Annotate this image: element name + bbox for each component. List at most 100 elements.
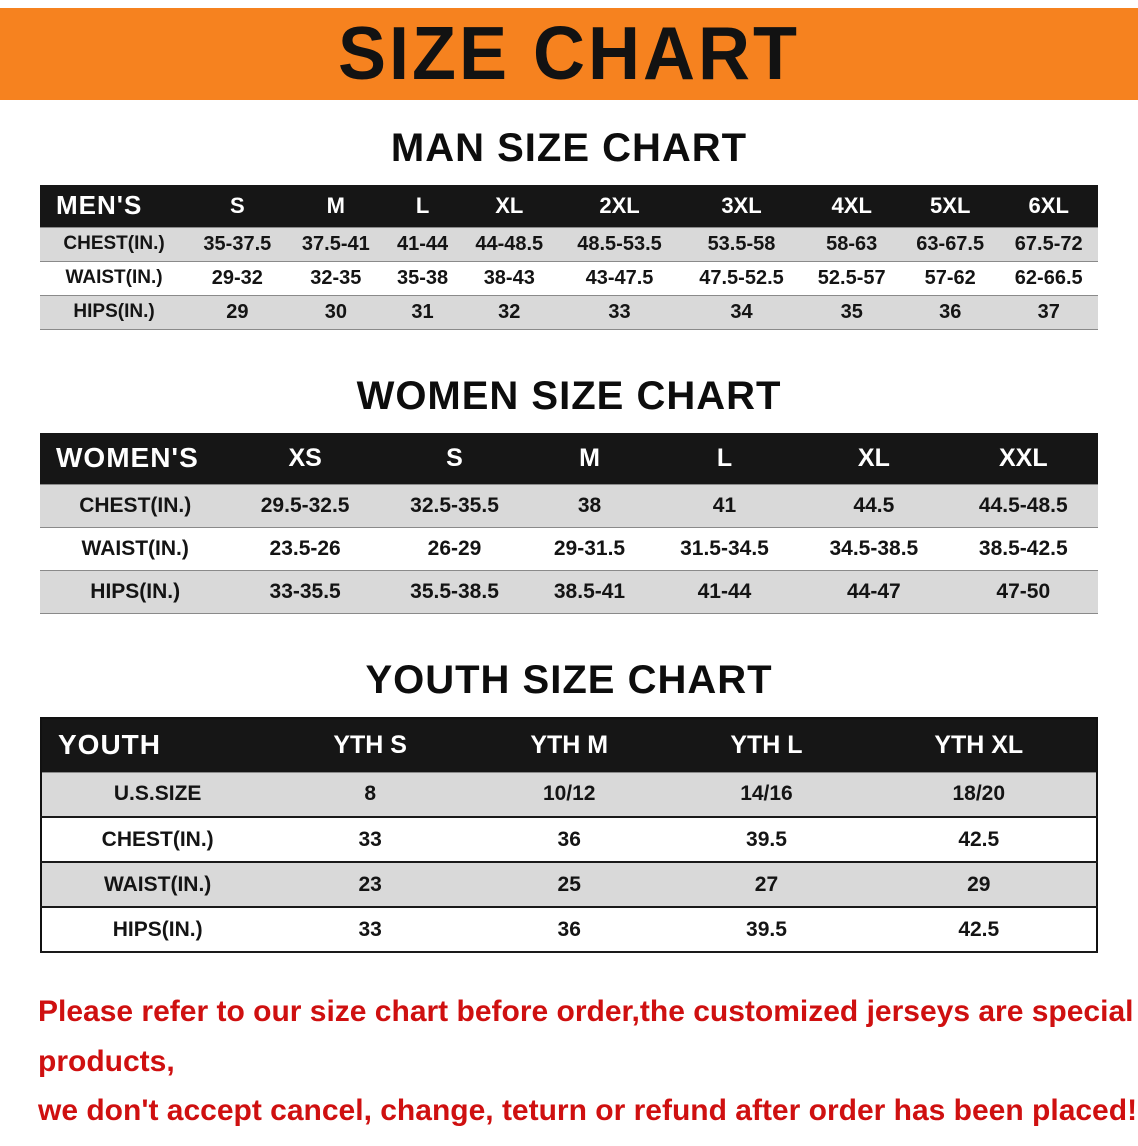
table-cell: 33-35.5 (269, 580, 341, 603)
table-cell: 41-44 (697, 580, 752, 603)
men-size-section: MAN SIZE CHART MEN'S S M L XL 2XL 3XL 4XL 5XL 6XL… (0, 126, 1138, 330)
table-cell: 29 (226, 300, 249, 323)
table-row: CHEST(IN.) 29.5-32.5 32.5-35.5 38 41 44.5 44.5… (40, 484, 1098, 528)
table-row: CHEST(IN.) 33 36 39.5 42.5 (41, 817, 1097, 862)
table-cell: 27 (754, 872, 779, 896)
table-cell: 47-50 (996, 580, 1051, 603)
table-corner-label: YOUTH (41, 718, 274, 772)
table-cell: 44-47 (847, 580, 901, 603)
table-row: WAIST(IN.) 23 25 27 29 (41, 862, 1097, 907)
table-header-row: MEN'S S M L XL 2XL 3XL 4XL 5XL 6XL (40, 185, 1098, 227)
table-cell: 33 (358, 827, 382, 851)
table-cell: 37 (1037, 300, 1060, 323)
table-cell: 36 (939, 300, 962, 323)
table-cell: 38.5-42.5 (978, 537, 1068, 560)
table-cell: 58-63 (826, 232, 878, 255)
table-row: WAIST(IN.) 29-32 32-35 35-38 38-43 43-47.5 47.… (40, 261, 1098, 295)
men-section-heading: MAN SIZE CHART (390, 126, 748, 170)
row-label: WAIST(IN.) (103, 872, 212, 896)
table-cell: 29.5-32.5 (260, 494, 350, 517)
table-cell: 33 (608, 300, 631, 323)
table-corner-label: MEN'S (40, 185, 189, 227)
table-cell: 32-35 (310, 266, 362, 289)
table-cell: 18/20 (952, 782, 1006, 806)
table-cell: 10/12 (542, 782, 596, 806)
size-column-header: S (379, 432, 530, 485)
table-cell: 32 (498, 300, 521, 323)
table-cell: 29-32 (211, 266, 263, 289)
table-row: CHEST(IN.) 35-37.5 37.5-41 41-44 44-48.5 48.5… (40, 227, 1098, 261)
table-cell: 41-44 (396, 232, 449, 255)
size-column-header: L (385, 185, 461, 227)
row-label: HIPS(IN.) (112, 917, 203, 941)
note-line-2: we don't accept cancel, change, teturn o… (38, 1094, 1138, 1127)
size-column-header: YTH L (671, 718, 862, 772)
table-cell: 29-31.5 (553, 537, 626, 560)
table-row: HIPS(IN.) 33-35.5 35.5-38.5 38.5-41 41-44 44-… (40, 570, 1098, 614)
size-column-header: L (649, 432, 800, 485)
table-cell: 39.5 (746, 827, 787, 851)
table-cell: 35.5-38.5 (410, 580, 499, 603)
size-column-header: XL (799, 432, 949, 485)
footer-note: Please refer to our size chart before or… (38, 987, 1138, 1136)
size-column-header: 3XL (680, 185, 803, 227)
table-cell: 62-66.5 (1014, 266, 1083, 289)
table-cell: 44-48.5 (475, 232, 544, 255)
table-row: WAIST(IN.) 23.5-26 26-29 29-31.5 31.5-34.5 34… (40, 528, 1098, 571)
table-cell: 53.5-58 (707, 232, 776, 255)
row-label: HIPS(IN.) (90, 580, 181, 603)
banner: SIZE CHART (0, 8, 1138, 100)
table-cell: 31.5-34.5 (680, 537, 769, 560)
size-column-header: 6XL (999, 185, 1098, 227)
table-cell: 36 (557, 827, 581, 851)
table-cell: 57-62 (924, 266, 976, 289)
table-cell: 44.5 (853, 494, 895, 517)
size-column-header: YTH S (273, 718, 468, 772)
table-cell: 38-43 (483, 266, 535, 289)
table-cell: 34.5-38.5 (829, 537, 919, 560)
women-size-table: WOMEN'S XS S M L XL XXL CHEST(IN.) 29.5-32.5 32.5… (40, 432, 1098, 615)
table-cell: 43-47.5 (585, 266, 654, 289)
table-cell: 33 (358, 917, 382, 941)
table-cell: 34 (730, 300, 753, 323)
women-section-heading: WOMEN SIZE CHART (356, 373, 782, 418)
table-cell: 30 (324, 300, 347, 323)
page-title: SIZE CHART (338, 12, 800, 97)
table-row: HIPS(IN.) 33 36 39.5 42.5 (41, 907, 1097, 952)
size-column-header: M (286, 185, 386, 227)
size-column-header: YTH XL (861, 718, 1097, 772)
youth-size-table: YOUTH YTH S YTH M YTH L YTH XL U.S.SIZE 8 10/12… (40, 717, 1098, 953)
table-header-row: YOUTH YTH S YTH M YTH L YTH XL (41, 718, 1097, 772)
table-cell: 32.5-35.5 (410, 494, 499, 517)
table-cell: 23 (358, 872, 382, 896)
table-cell: 31 (411, 300, 434, 323)
table-cell: 35-38 (396, 266, 449, 289)
row-label: CHEST(IN.) (79, 494, 192, 517)
table-cell: 26-29 (427, 537, 482, 560)
size-column-header: XXL (948, 432, 1098, 485)
table-cell: 41 (712, 494, 737, 517)
size-column-header: XS (230, 432, 380, 485)
size-column-header: XL (460, 185, 559, 227)
table-cell: 8 (364, 782, 377, 806)
table-cell: 14/16 (740, 782, 793, 806)
youth-section-heading: YOUTH SIZE CHART (365, 658, 773, 702)
size-column-header: 4XL (802, 185, 901, 227)
table-cell: 29 (967, 872, 991, 896)
table-cell: 44.5-48.5 (978, 494, 1068, 517)
table-row: HIPS(IN.) 29 30 31 32 33 34 35 36 37 (40, 295, 1098, 329)
size-column-header: 5XL (900, 185, 1000, 227)
row-label: HIPS(IN.) (73, 301, 155, 322)
table-cell: 25 (557, 872, 581, 896)
table-cell: 63-67.5 (916, 232, 985, 255)
table-cell: 38 (577, 494, 602, 517)
table-cell: 42.5 (958, 827, 1000, 851)
row-label: WAIST(IN.) (65, 267, 163, 288)
women-size-section: WOMEN SIZE CHART WOMEN'S XS S M L XL XXL CHEST(… (0, 374, 1138, 615)
table-cell: 35 (840, 300, 863, 323)
note-line-1: Please refer to our size chart before or… (38, 995, 1134, 1078)
size-column-header: S (188, 185, 287, 227)
row-label: WAIST(IN.) (81, 537, 189, 560)
table-cell: 38.5-41 (553, 580, 626, 603)
table-cell: 42.5 (958, 917, 1000, 941)
